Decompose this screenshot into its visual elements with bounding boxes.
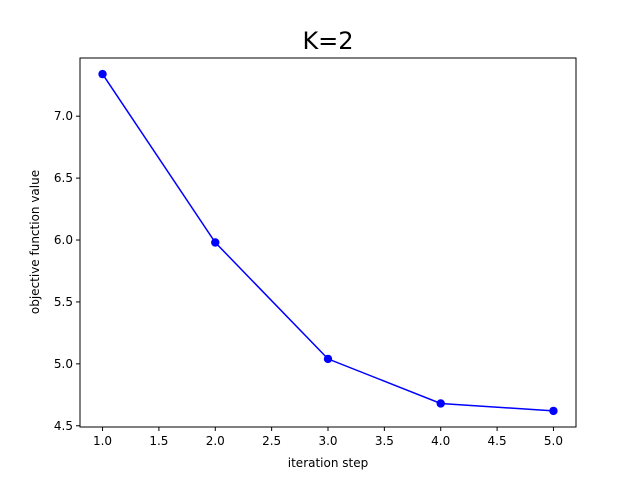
chart-title: K=2 <box>302 27 353 55</box>
y-tick-label: 5.0 <box>54 357 73 371</box>
x-tick-label: 3.0 <box>318 434 337 448</box>
x-tick-label: 3.5 <box>375 434 394 448</box>
x-tick-label: 4.5 <box>488 434 507 448</box>
y-tick-label: 4.5 <box>54 419 73 433</box>
x-axis-label: iteration step <box>288 456 368 470</box>
data-point <box>549 406 558 416</box>
data-point <box>436 399 445 408</box>
data-point <box>211 238 220 247</box>
series-layer <box>98 69 558 416</box>
y-axis-label: objective function value <box>28 170 42 314</box>
x-tick-label: 4.0 <box>431 434 450 448</box>
data-point <box>323 354 333 364</box>
x-axis: 1.0 1.5 2.0 2.5 3.0 3.5 4.0 4.5 5.0 <box>93 427 563 448</box>
x-tick-label: 5.0 <box>544 434 563 448</box>
plot-area <box>79 57 577 428</box>
y-tick-label: 5.5 <box>54 295 73 309</box>
y-axis: 4.5 5.0 5.5 6.0 6.5 7.0 <box>54 109 80 433</box>
y-tick-label: 7.0 <box>54 109 73 123</box>
x-tick-label: 1.0 <box>93 434 112 448</box>
data-point <box>98 69 107 79</box>
x-tick-label: 2.0 <box>206 434 225 448</box>
y-tick-label: 6.5 <box>54 171 73 185</box>
y-tick-label: 6.0 <box>54 233 73 247</box>
x-tick-label: 1.5 <box>149 434 168 448</box>
x-tick-label: 2.5 <box>262 434 281 448</box>
